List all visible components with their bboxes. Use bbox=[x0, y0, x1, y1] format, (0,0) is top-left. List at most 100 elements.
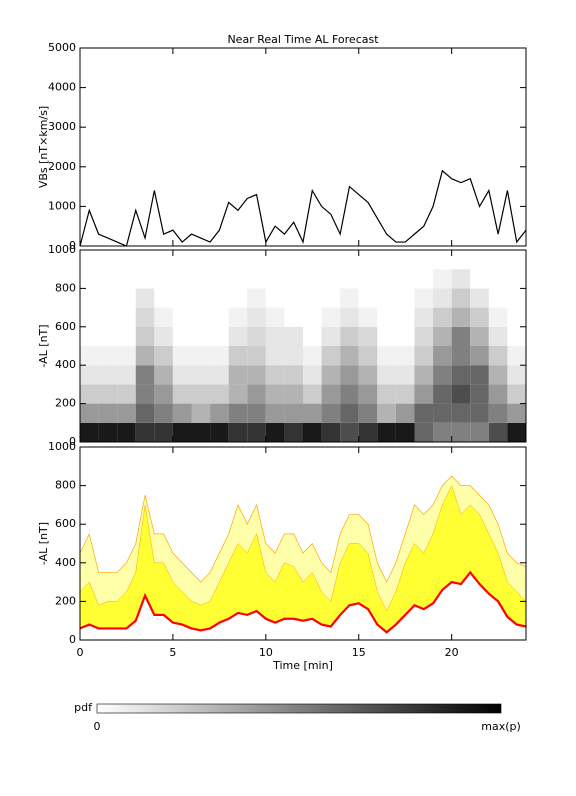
heat-cell bbox=[395, 365, 415, 385]
heat-cell bbox=[154, 403, 173, 423]
heat-cell bbox=[135, 326, 155, 346]
heat-cell bbox=[433, 422, 452, 442]
heat-cell bbox=[191, 403, 211, 423]
heat-cell bbox=[470, 269, 489, 289]
heat-cell bbox=[247, 269, 266, 289]
heat-cell bbox=[414, 403, 434, 423]
plot-frame bbox=[79, 446, 527, 641]
heat-cell bbox=[265, 346, 285, 366]
y-tick-label: 0 bbox=[69, 239, 76, 252]
heat-cell bbox=[470, 288, 489, 308]
heat-cell bbox=[377, 384, 396, 404]
heat-cell bbox=[80, 384, 99, 404]
heat-cell bbox=[358, 403, 378, 423]
heat-cell bbox=[414, 326, 434, 346]
y-tick-label: 800 bbox=[55, 479, 76, 492]
chart-title: Near Real Time AL Forecast bbox=[227, 33, 379, 46]
heat-cell bbox=[507, 288, 526, 308]
heat-cell bbox=[228, 269, 248, 289]
heat-cell bbox=[98, 269, 118, 289]
heat-cell bbox=[358, 307, 378, 327]
heat-cell bbox=[98, 307, 118, 327]
heat-cell bbox=[191, 422, 211, 442]
heat-cell bbox=[340, 307, 359, 327]
heat-cell bbox=[172, 250, 192, 270]
heat-cell bbox=[395, 422, 415, 442]
heat-cell bbox=[265, 250, 285, 270]
colorbar-max: max(p) bbox=[481, 720, 521, 733]
heat-cell bbox=[321, 403, 341, 423]
heat-cell bbox=[135, 403, 155, 423]
heat-cell bbox=[172, 269, 192, 289]
heat-cell bbox=[358, 269, 378, 289]
heat-cell bbox=[321, 307, 341, 327]
heat-cell bbox=[80, 326, 99, 346]
heat-cell bbox=[507, 403, 526, 423]
heat-cell bbox=[358, 365, 378, 385]
heat-cell bbox=[154, 422, 173, 442]
heat-cell bbox=[470, 326, 489, 346]
heat-cell bbox=[470, 403, 489, 423]
heat-cell bbox=[507, 269, 526, 289]
heat-cell bbox=[154, 269, 173, 289]
heat-cell bbox=[265, 365, 285, 385]
heat-cell bbox=[80, 288, 99, 308]
colorbar bbox=[96, 703, 502, 714]
plot-frame bbox=[79, 47, 527, 247]
heat-cell bbox=[135, 250, 155, 270]
y-tick-label: 400 bbox=[55, 358, 76, 371]
heat-cell bbox=[451, 307, 471, 327]
y-tick-label: 600 bbox=[55, 517, 76, 530]
heat-cell bbox=[284, 403, 303, 423]
heat-cell bbox=[488, 422, 508, 442]
heat-cell bbox=[414, 288, 434, 308]
x-tick-label: 20 bbox=[445, 646, 459, 659]
heat-cell bbox=[80, 250, 99, 270]
heat-cell bbox=[98, 346, 118, 366]
heat-cell bbox=[451, 384, 471, 404]
heat-cell bbox=[172, 307, 192, 327]
heat-cell bbox=[247, 307, 266, 327]
y-tick-label: 0 bbox=[69, 435, 76, 448]
x-tick-label: 5 bbox=[169, 646, 176, 659]
heat-cell bbox=[321, 346, 341, 366]
heat-cell bbox=[228, 384, 248, 404]
heat-cell bbox=[117, 346, 136, 366]
heat-cell bbox=[284, 307, 303, 327]
heat-cell bbox=[340, 403, 359, 423]
heat-cell bbox=[395, 403, 415, 423]
heat-cell bbox=[321, 250, 341, 270]
heat-cell bbox=[210, 250, 229, 270]
heat-cell bbox=[265, 384, 285, 404]
heat-cell bbox=[80, 422, 99, 442]
heat-cell bbox=[433, 384, 452, 404]
heat-cell bbox=[284, 250, 303, 270]
heat-cell bbox=[433, 250, 452, 270]
heat-cell bbox=[340, 365, 359, 385]
heat-cell bbox=[247, 365, 266, 385]
heat-cell bbox=[358, 288, 378, 308]
below-median bbox=[80, 572, 526, 640]
heat-cell bbox=[191, 384, 211, 404]
heat-cell bbox=[117, 403, 136, 423]
heat-cell bbox=[228, 403, 248, 423]
heat-cell bbox=[451, 365, 471, 385]
heat-cell bbox=[154, 384, 173, 404]
heat-cell bbox=[135, 422, 155, 442]
heat-cell bbox=[228, 250, 248, 270]
heat-cell bbox=[358, 384, 378, 404]
heat-cell bbox=[191, 250, 211, 270]
heat-cell bbox=[433, 307, 452, 327]
heat-cell bbox=[321, 269, 341, 289]
heat-cell bbox=[265, 307, 285, 327]
heat-cell bbox=[395, 307, 415, 327]
y-tick-label: 1000 bbox=[48, 243, 76, 256]
y-axis-label: -AL [nT] bbox=[37, 522, 50, 565]
heat-cell bbox=[395, 326, 415, 346]
heat-cell bbox=[265, 269, 285, 289]
heat-cell bbox=[303, 288, 322, 308]
heat-cell bbox=[154, 250, 173, 270]
heat-cell bbox=[377, 307, 396, 327]
heat-cell bbox=[414, 346, 434, 366]
heat-cell bbox=[247, 422, 266, 442]
